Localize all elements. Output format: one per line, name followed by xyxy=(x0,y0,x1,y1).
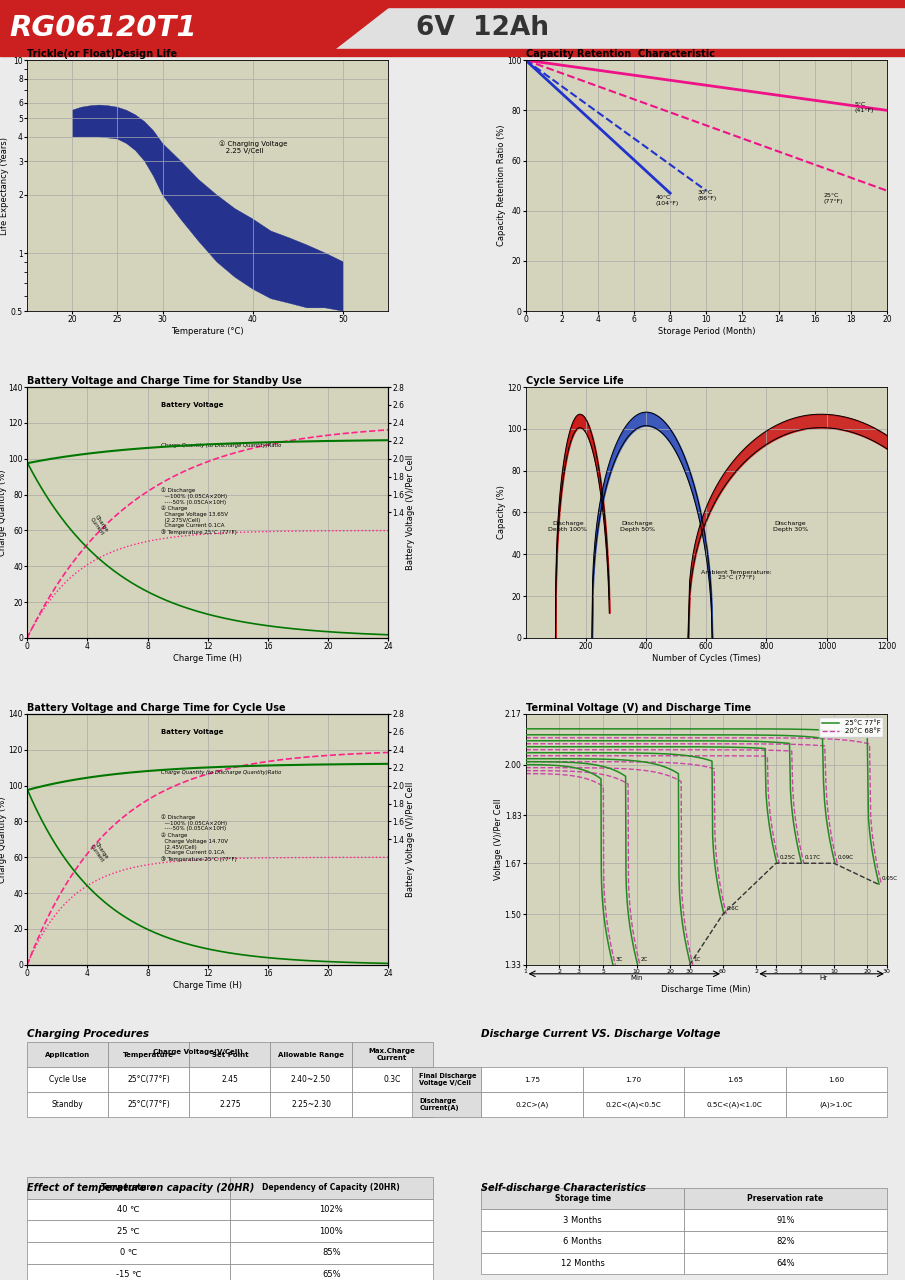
Text: Discharge
Depth 100%: Discharge Depth 100% xyxy=(548,521,587,531)
Text: ① Discharge
  —100% (0.05CA×20H)
  ----50% (0.05CA×10H)
② Charge
  Charge Voltag: ① Discharge —100% (0.05CA×20H) ----50% (… xyxy=(161,814,236,861)
Text: 6V  12Ah: 6V 12Ah xyxy=(416,15,549,41)
Y-axis label: Battery Voltage (V)/Per Cell: Battery Voltage (V)/Per Cell xyxy=(406,454,415,570)
Text: 40°C
(104°F): 40°C (104°F) xyxy=(656,196,679,206)
Text: 0.05C: 0.05C xyxy=(881,877,898,881)
Text: 2C: 2C xyxy=(641,957,648,961)
Y-axis label: Life Expectancy (Years): Life Expectancy (Years) xyxy=(1,137,9,234)
Y-axis label: Charge Quantity (%): Charge Quantity (%) xyxy=(0,796,7,883)
Text: Charge Quantity (to Discharge Quantity)Ratio: Charge Quantity (to Discharge Quantity)R… xyxy=(161,443,281,448)
X-axis label: Charge Time (H): Charge Time (H) xyxy=(173,980,243,989)
Text: Charge
Current: Charge Current xyxy=(89,841,110,864)
Text: 0.6C: 0.6C xyxy=(727,906,739,911)
Text: Min: Min xyxy=(631,975,643,982)
Polygon shape xyxy=(72,105,343,311)
Text: Discharge
Depth 30%: Discharge Depth 30% xyxy=(773,521,808,531)
Y-axis label: Capacity Retention Ratio (%): Capacity Retention Ratio (%) xyxy=(497,125,506,246)
Text: 3C: 3C xyxy=(615,957,623,961)
X-axis label: Discharge Time (Min): Discharge Time (Min) xyxy=(662,986,751,995)
Text: ① Discharge
  —100% (0.05CA×20H)
  ----50% (0.05CA×10H)
② Charge
  Charge Voltag: ① Discharge —100% (0.05CA×20H) ----50% (… xyxy=(161,488,236,535)
Text: 30°C
(86°F): 30°C (86°F) xyxy=(697,191,717,201)
Text: Cycle Service Life: Cycle Service Life xyxy=(526,376,624,387)
Text: Self-discharge Characteristics: Self-discharge Characteristics xyxy=(481,1183,646,1193)
Polygon shape xyxy=(0,0,905,49)
Text: Trickle(or Float)Design Life: Trickle(or Float)Design Life xyxy=(27,50,177,59)
Text: Charging Procedures: Charging Procedures xyxy=(27,1029,149,1038)
Text: Terminal Voltage (V) and Discharge Time: Terminal Voltage (V) and Discharge Time xyxy=(526,703,751,713)
Text: Discharge
Depth 50%: Discharge Depth 50% xyxy=(620,521,654,531)
X-axis label: Temperature (°C): Temperature (°C) xyxy=(171,328,244,337)
Text: 5°C
(41°F): 5°C (41°F) xyxy=(854,102,873,113)
Text: Effect of temperature on capacity (20HR): Effect of temperature on capacity (20HR) xyxy=(27,1183,254,1193)
Text: Charge Quantity (to Discharge Quantity)Ratio: Charge Quantity (to Discharge Quantity)R… xyxy=(161,771,281,776)
Text: Battery Voltage: Battery Voltage xyxy=(161,728,224,735)
Text: 0.09C: 0.09C xyxy=(838,855,853,860)
Text: Capacity Retention  Characteristic: Capacity Retention Characteristic xyxy=(526,50,715,59)
Text: ① Charging Voltage
   2.25 V/Cell: ① Charging Voltage 2.25 V/Cell xyxy=(219,141,287,154)
Polygon shape xyxy=(0,49,905,56)
Text: 0.25C: 0.25C xyxy=(779,855,795,860)
Y-axis label: Battery Voltage (V)/Per Cell: Battery Voltage (V)/Per Cell xyxy=(406,782,415,897)
Legend: 25°C 77°F, 20°C 68°F: 25°C 77°F, 20°C 68°F xyxy=(819,717,883,737)
Polygon shape xyxy=(0,0,905,6)
X-axis label: Charge Time (H): Charge Time (H) xyxy=(173,654,243,663)
Text: Battery Voltage and Charge Time for Cycle Use: Battery Voltage and Charge Time for Cycl… xyxy=(27,703,286,713)
Text: Charge Voltage(V/Cell): Charge Voltage(V/Cell) xyxy=(153,1048,243,1055)
X-axis label: Storage Period (Month): Storage Period (Month) xyxy=(658,328,755,337)
Text: Ambient Temperature:
25°C (77°F): Ambient Temperature: 25°C (77°F) xyxy=(701,570,772,580)
Text: Hr: Hr xyxy=(819,975,827,982)
Y-axis label: Voltage (V)/Per Cell: Voltage (V)/Per Cell xyxy=(494,799,503,881)
Polygon shape xyxy=(0,6,389,49)
Text: Charge
Current: Charge Current xyxy=(89,513,110,536)
Text: 1C: 1C xyxy=(693,957,700,961)
X-axis label: Number of Cycles (Times): Number of Cycles (Times) xyxy=(652,654,761,663)
Text: Battery Voltage and Charge Time for Standby Use: Battery Voltage and Charge Time for Stan… xyxy=(27,376,302,387)
Text: 25°C
(77°F): 25°C (77°F) xyxy=(824,193,843,204)
Text: RG06120T1: RG06120T1 xyxy=(9,14,196,42)
Y-axis label: Charge Quantity (%): Charge Quantity (%) xyxy=(0,470,7,556)
Text: Discharge Current VS. Discharge Voltage: Discharge Current VS. Discharge Voltage xyxy=(481,1029,720,1038)
Y-axis label: Capacity (%): Capacity (%) xyxy=(497,485,506,539)
Text: Battery Voltage: Battery Voltage xyxy=(161,402,224,408)
Text: 0.17C: 0.17C xyxy=(805,855,820,860)
